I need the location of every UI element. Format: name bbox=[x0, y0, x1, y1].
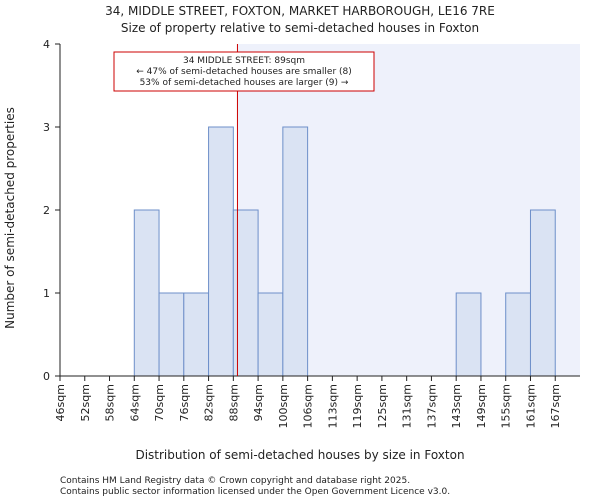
bar-64sqm bbox=[133, 209, 160, 377]
x-tick-label: 155sqm bbox=[500, 384, 513, 428]
x-tick-label: 161sqm bbox=[524, 384, 537, 428]
bar-76sqm bbox=[183, 292, 210, 377]
x-tick-label: 119sqm bbox=[351, 384, 364, 428]
x-tick-label: 52sqm bbox=[79, 384, 92, 421]
annotation-line-2: ← 47% of semi-detached houses are smalle… bbox=[136, 67, 352, 77]
y-tick-label: 3 bbox=[43, 121, 50, 134]
bar-70sqm bbox=[158, 292, 185, 377]
bar-94sqm bbox=[257, 292, 284, 377]
chart-title: 34, MIDDLE STREET, FOXTON, MARKET HARBOR… bbox=[105, 4, 495, 18]
x-tick-label: 125sqm bbox=[376, 384, 389, 428]
x-tick-label: 167sqm bbox=[549, 384, 562, 428]
y-axis-label: Number of semi-detached properties bbox=[3, 107, 17, 329]
bar-100sqm bbox=[282, 126, 309, 377]
x-tick-label: 70sqm bbox=[153, 384, 166, 421]
x-tick-label: 131sqm bbox=[401, 384, 414, 428]
y-tick-label: 2 bbox=[43, 204, 50, 217]
x-tick-label: 58sqm bbox=[104, 384, 117, 421]
bar-155sqm bbox=[505, 292, 531, 377]
x-axis-label: Distribution of semi-detached houses by … bbox=[135, 448, 464, 462]
bar-161sqm bbox=[529, 209, 556, 377]
annotation-line-3: 53% of semi-detached houses are larger (… bbox=[140, 78, 349, 88]
x-tick-label: 149sqm bbox=[475, 384, 488, 428]
y-tick-label: 4 bbox=[43, 38, 50, 51]
chart-subtitle: Size of property relative to semi-detach… bbox=[121, 21, 479, 35]
annotation-border bbox=[113, 51, 375, 92]
x-tick-label: 106sqm bbox=[302, 384, 315, 428]
footer-line-2: Contains public sector information licen… bbox=[60, 487, 450, 497]
x-tick-label: 143sqm bbox=[450, 384, 463, 428]
x-tick-label: 100sqm bbox=[277, 384, 290, 428]
y-tick-label: 1 bbox=[43, 287, 50, 300]
y-tick-label: 0 bbox=[43, 370, 50, 383]
bar-82sqm bbox=[208, 126, 234, 377]
annotation-line-1: 34 MIDDLE STREET: 89sqm bbox=[183, 56, 305, 66]
x-tick-label: 88sqm bbox=[227, 384, 240, 421]
x-tick-label: 76sqm bbox=[178, 384, 191, 421]
x-tick-label: 64sqm bbox=[128, 384, 141, 421]
footer-line-1: Contains HM Land Registry data © Crown c… bbox=[60, 476, 410, 486]
x-tick-label: 82sqm bbox=[203, 384, 216, 421]
bar-143sqm bbox=[455, 292, 482, 377]
x-tick-label: 46sqm bbox=[54, 384, 67, 421]
x-tick-label: 137sqm bbox=[425, 384, 438, 428]
x-tick-label: 113sqm bbox=[326, 384, 339, 428]
annotation-box: 34 MIDDLE STREET: 89sqm ← 47% of semi-de… bbox=[113, 51, 375, 92]
x-tick-label: 94sqm bbox=[252, 384, 265, 421]
